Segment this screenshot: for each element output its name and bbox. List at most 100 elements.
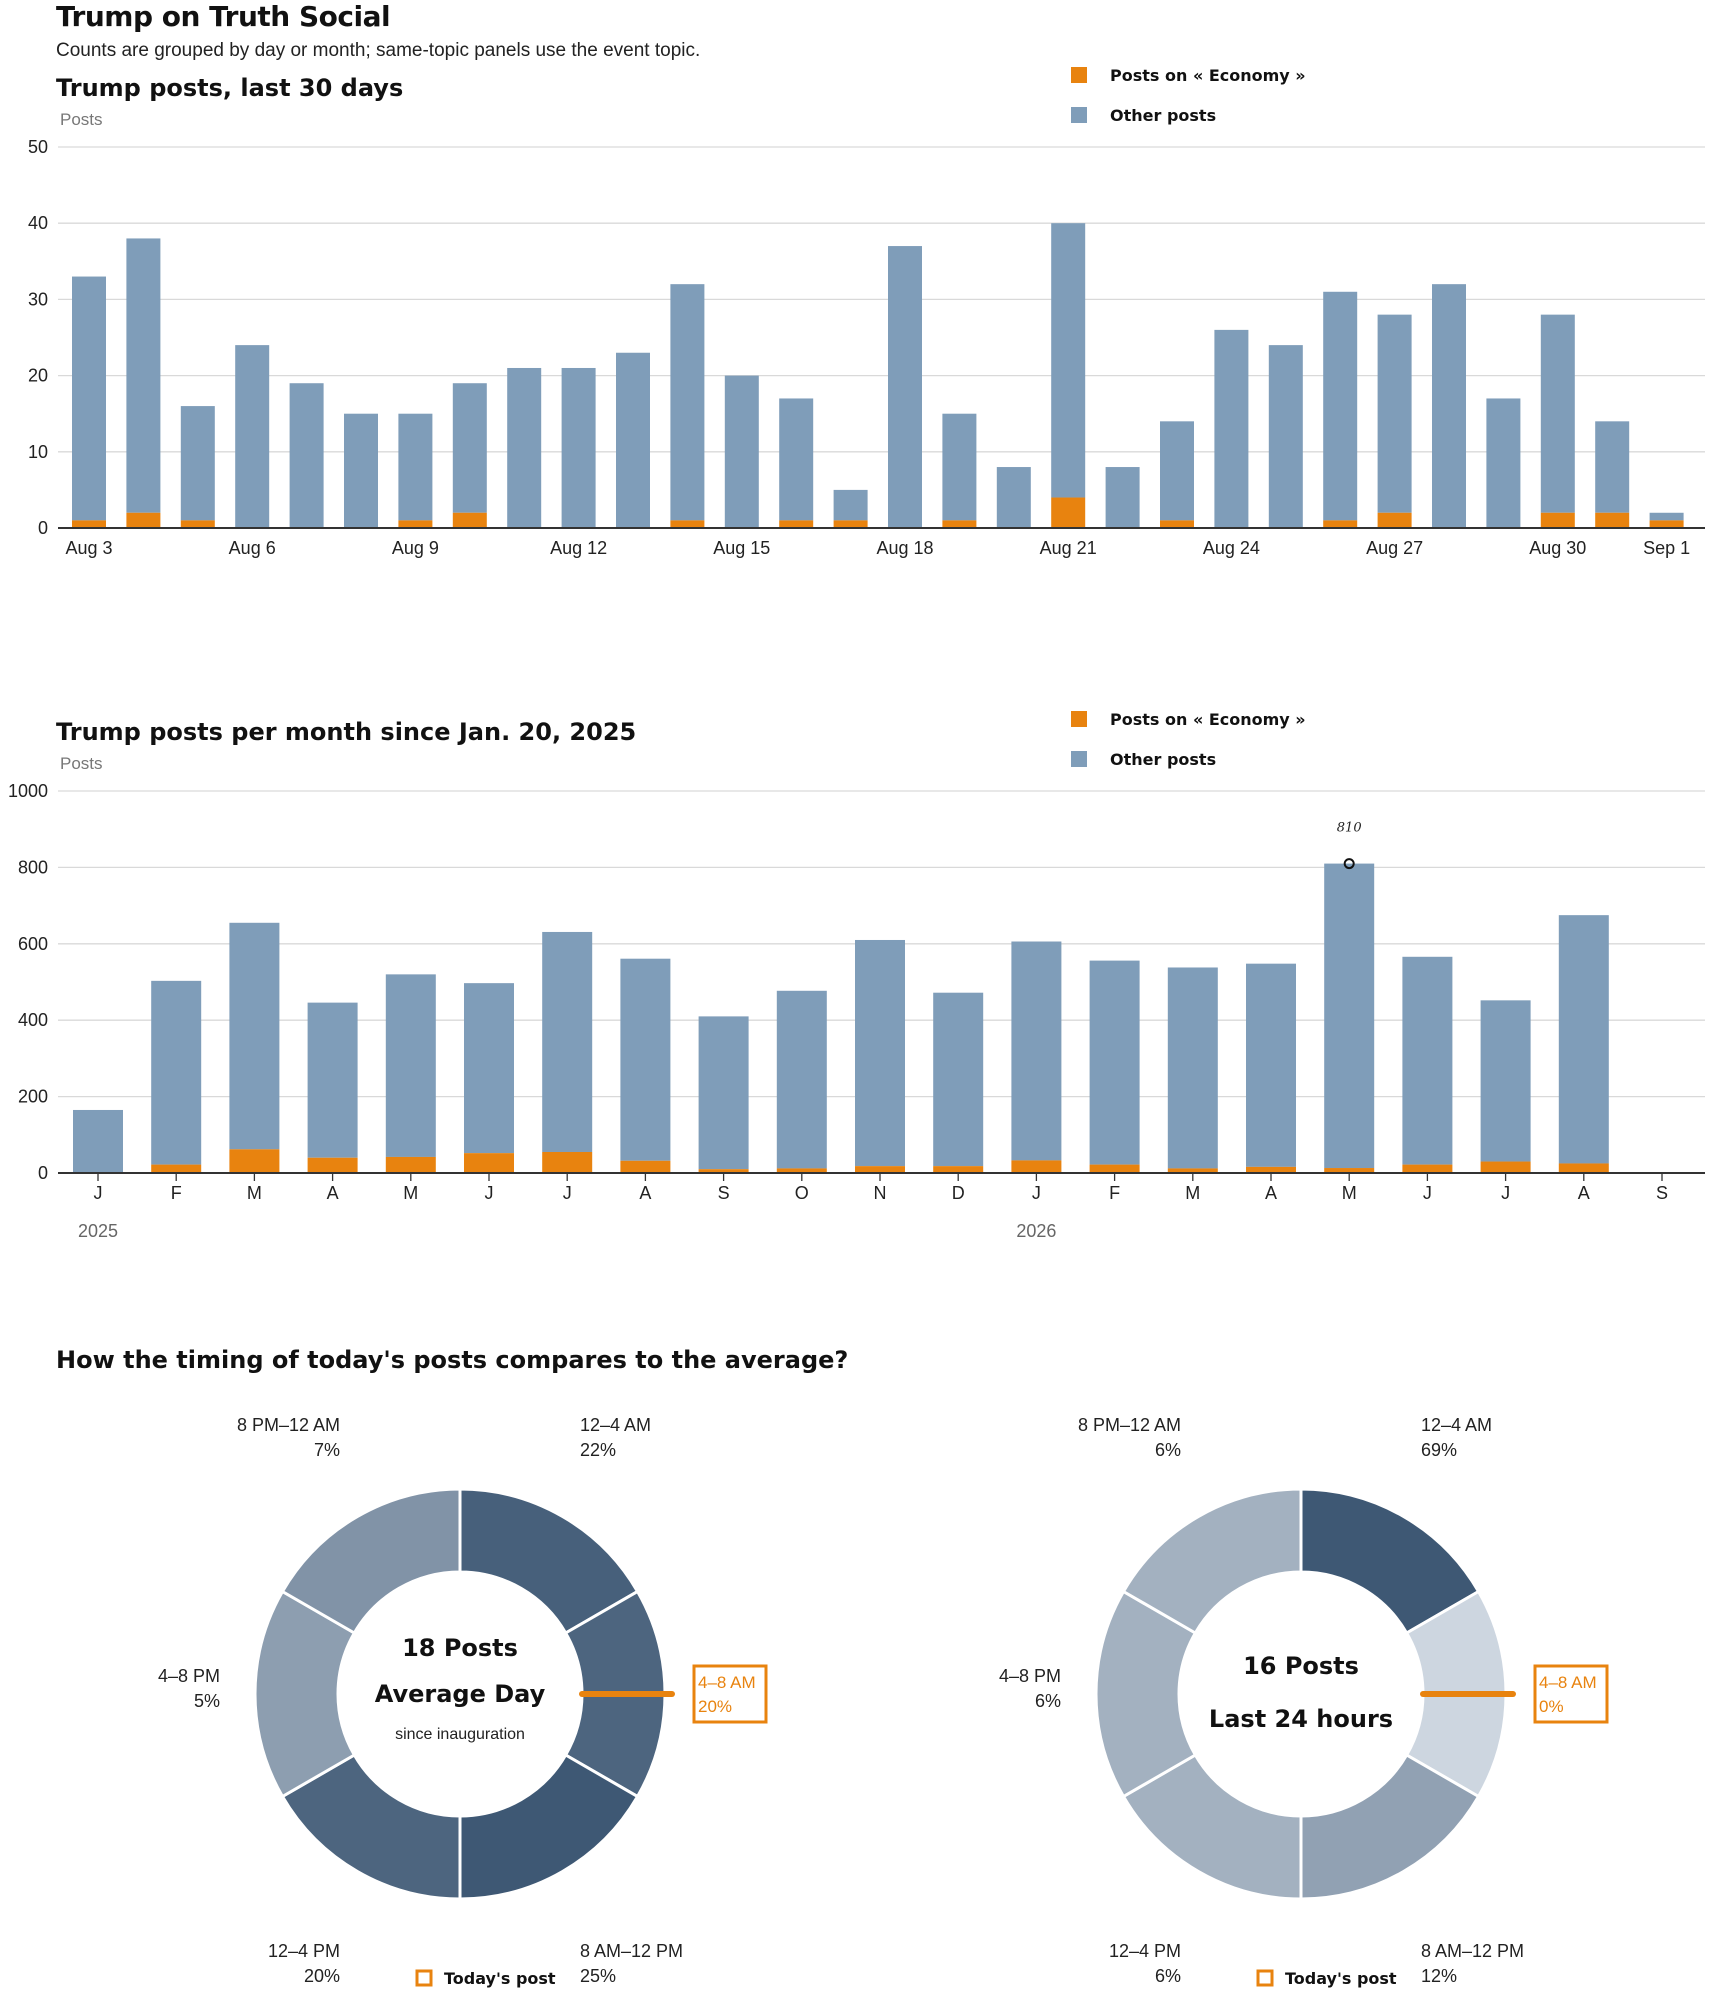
slice-label: 12–4 PM <box>1109 1941 1181 1961</box>
bar-other <box>1402 956 1453 1165</box>
annotation-marker <box>1343 858 1355 870</box>
x-tick-label: D <box>952 1183 965 1203</box>
bar-other <box>620 958 671 1161</box>
timing-donuts[interactable]: 12–4 AM 22% 8 AM–12 PM 25% 12–4 PM 20% 4–8 PM 5… <box>0 1330 1710 1990</box>
bar-other <box>1377 314 1412 513</box>
bar-other <box>996 467 1031 528</box>
bar-other <box>229 922 280 1150</box>
x-tick-label: Aug 24 <box>1203 538 1260 558</box>
bar-other <box>1323 291 1358 521</box>
donut-center-note: since inauguration <box>395 1726 525 1743</box>
x-tick-label: J <box>1032 1183 1041 1203</box>
y-tick-label: 200 <box>18 1087 48 1107</box>
y-tick-label: 400 <box>18 1010 48 1030</box>
bar-topic <box>670 520 705 528</box>
daily-posts-chart: Trump posts, last 30 days Posts Posts on «… <box>28 66 1705 558</box>
y-tick-label: 600 <box>18 934 48 954</box>
page-subtitle: Counts are grouped by day or month; same… <box>56 40 701 61</box>
annotation-label: 810 <box>1337 821 1362 836</box>
bar-topic <box>833 520 868 528</box>
x-tick-label: Aug 6 <box>229 538 276 558</box>
x-tick-label: M <box>403 1183 418 1203</box>
donut-section-title: How the timing of today's posts compares… <box>56 1346 849 1374</box>
bar-topic <box>1089 1164 1140 1173</box>
bar-other <box>561 367 596 528</box>
y-tick-label: 1000 <box>8 781 48 801</box>
legend-swatch <box>1071 107 1087 123</box>
bar-other <box>72 276 106 521</box>
bar-topic <box>398 520 433 528</box>
slice-label: 8 PM–12 AM <box>237 1415 340 1435</box>
bar-other <box>855 939 905 1167</box>
bar-topic <box>151 1164 202 1173</box>
today-post-box <box>692 1664 768 1724</box>
bar-other <box>126 238 161 513</box>
y-axis-label: Posts <box>60 754 103 773</box>
chart-title: Trump posts, last 30 days <box>56 74 403 102</box>
today-post-box <box>1533 1664 1609 1724</box>
bar-topic <box>126 512 161 528</box>
donut-slice <box>1121 1487 1303 1636</box>
x-tick-label: Aug 3 <box>65 538 112 558</box>
donut-center-count: 16 Posts <box>1243 1652 1359 1680</box>
legend-swatch <box>1071 711 1087 727</box>
monthly-posts-chart: Trump posts per month since Jan. 20, 202… <box>8 710 1705 1241</box>
x-tick-label: A <box>327 1183 339 1203</box>
legend-label: Today's post <box>444 1969 556 1988</box>
y-axis-label: Posts <box>60 110 103 129</box>
slice-percent: 6% <box>1035 1691 1061 1711</box>
bar-topic <box>542 1151 593 1173</box>
slice-percent: 6% <box>1155 1966 1181 1986</box>
legend-swatch <box>1071 751 1087 767</box>
chart-title: Trump posts per month since Jan. 20, 202… <box>56 718 636 746</box>
slice-percent: 7% <box>314 1440 340 1460</box>
slice-percent: 22% <box>580 1440 616 1460</box>
bar-other <box>942 413 977 521</box>
page-title: Trump on Truth Social <box>56 0 391 33</box>
y-tick-label: 0 <box>38 518 48 538</box>
slice-percent: 69% <box>1421 1440 1457 1460</box>
x-tick-label: A <box>1265 1183 1277 1203</box>
x-tick-label: J <box>563 1183 572 1203</box>
bar-topic <box>776 1168 827 1173</box>
bar-topic <box>1011 1160 1062 1173</box>
bar-other <box>542 931 593 1152</box>
y-tick-label: 10 <box>28 442 48 462</box>
bar-other <box>1214 329 1249 528</box>
bar-topic <box>229 1149 280 1173</box>
bar-other <box>1160 421 1194 521</box>
y-tick-label: 30 <box>28 289 48 309</box>
bar-topic <box>1160 520 1194 528</box>
legend-label: Posts on « Economy » <box>1110 66 1306 85</box>
slice-percent: 20% <box>304 1966 340 1986</box>
x-tick-label: Aug 18 <box>876 538 933 558</box>
bar-topic <box>1649 520 1684 528</box>
slice-label: 8 PM–12 AM <box>1078 1415 1181 1435</box>
x-tick-label: J <box>1423 1183 1432 1203</box>
bar-other <box>398 413 433 521</box>
bar-other <box>833 489 868 521</box>
slice-percent: 12% <box>1421 1966 1457 1986</box>
today-post-label: 4–8 AM <box>1539 1673 1597 1692</box>
bar-other <box>1480 1000 1531 1162</box>
bar-other <box>1011 941 1062 1161</box>
x-tick-label: Aug 15 <box>713 538 770 558</box>
bar-topic <box>855 1166 905 1173</box>
y-tick-label: 800 <box>18 857 48 877</box>
bar-other <box>670 284 705 521</box>
donut-center-count: 18 Posts <box>402 1634 518 1662</box>
bar-other <box>1486 398 1521 528</box>
slice-label: 8 AM–12 PM <box>580 1941 683 1961</box>
today-post-percent: 0% <box>1539 1697 1564 1716</box>
year-label: 2025 <box>78 1221 118 1241</box>
bar-other <box>1268 345 1303 528</box>
bar-topic <box>933 1166 984 1173</box>
bar-other <box>1051 223 1086 498</box>
bar-topic <box>452 512 487 528</box>
bar-topic <box>72 520 106 528</box>
legend-label: Other posts <box>1110 106 1216 125</box>
bar-other <box>151 980 202 1165</box>
bar-other <box>1246 963 1296 1167</box>
donut-center-label: Average Day <box>375 1680 546 1708</box>
bar-topic <box>698 1169 749 1173</box>
